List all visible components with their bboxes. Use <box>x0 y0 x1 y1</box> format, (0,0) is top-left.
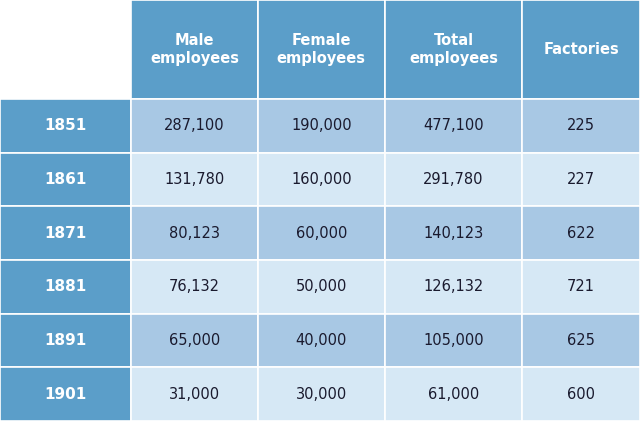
Bar <box>522 0 640 99</box>
Text: 140,123: 140,123 <box>423 226 484 241</box>
Text: 160,000: 160,000 <box>291 172 351 187</box>
Text: 50,000: 50,000 <box>296 279 347 294</box>
Text: 1891: 1891 <box>44 333 87 348</box>
Bar <box>385 260 522 314</box>
Text: 80,123: 80,123 <box>169 226 220 241</box>
Text: 622: 622 <box>567 226 595 241</box>
Bar <box>385 314 522 367</box>
Bar <box>522 367 640 421</box>
Text: 291,780: 291,780 <box>423 172 484 187</box>
Bar <box>131 260 258 314</box>
Text: 1861: 1861 <box>44 172 87 187</box>
Text: Female
employees: Female employees <box>276 33 366 66</box>
Bar <box>0 153 131 206</box>
Text: 126,132: 126,132 <box>423 279 484 294</box>
Bar <box>131 0 258 99</box>
Bar <box>131 99 258 153</box>
Bar <box>258 153 385 206</box>
Text: Factories: Factories <box>543 42 619 57</box>
Bar <box>0 367 131 421</box>
Bar <box>0 314 131 367</box>
Bar <box>385 153 522 206</box>
Text: 61,000: 61,000 <box>428 386 479 402</box>
Text: Male
employees: Male employees <box>150 33 239 66</box>
Bar <box>0 260 131 314</box>
Text: 1881: 1881 <box>44 279 87 294</box>
Bar <box>0 99 131 153</box>
Bar <box>0 0 131 99</box>
Text: 1851: 1851 <box>44 118 87 133</box>
Text: 65,000: 65,000 <box>169 333 220 348</box>
Bar <box>258 206 385 260</box>
Text: 131,780: 131,780 <box>164 172 225 187</box>
Text: 287,100: 287,100 <box>164 118 225 133</box>
Bar <box>258 314 385 367</box>
Text: 625: 625 <box>567 333 595 348</box>
Bar <box>385 0 522 99</box>
Text: 60,000: 60,000 <box>296 226 347 241</box>
Bar <box>258 260 385 314</box>
Bar <box>131 206 258 260</box>
Text: 1871: 1871 <box>44 226 87 241</box>
Text: 40,000: 40,000 <box>296 333 347 348</box>
Text: 30,000: 30,000 <box>296 386 347 402</box>
Bar <box>258 0 385 99</box>
Text: 76,132: 76,132 <box>169 279 220 294</box>
Bar <box>131 367 258 421</box>
Text: 721: 721 <box>567 279 595 294</box>
Bar <box>522 206 640 260</box>
Bar <box>131 153 258 206</box>
Bar <box>522 260 640 314</box>
Bar <box>522 99 640 153</box>
Text: 31,000: 31,000 <box>169 386 220 402</box>
Text: 225: 225 <box>567 118 595 133</box>
Bar <box>522 153 640 206</box>
Bar <box>522 314 640 367</box>
Text: 105,000: 105,000 <box>423 333 484 348</box>
Text: 600: 600 <box>567 386 595 402</box>
Bar <box>0 206 131 260</box>
Bar <box>258 367 385 421</box>
Bar <box>385 206 522 260</box>
Bar <box>258 99 385 153</box>
Text: 227: 227 <box>567 172 595 187</box>
Text: 190,000: 190,000 <box>291 118 351 133</box>
Bar <box>131 314 258 367</box>
Bar <box>385 367 522 421</box>
Text: Total
employees: Total employees <box>409 33 498 66</box>
Text: 1901: 1901 <box>44 386 87 402</box>
Text: 477,100: 477,100 <box>423 118 484 133</box>
Bar <box>385 99 522 153</box>
